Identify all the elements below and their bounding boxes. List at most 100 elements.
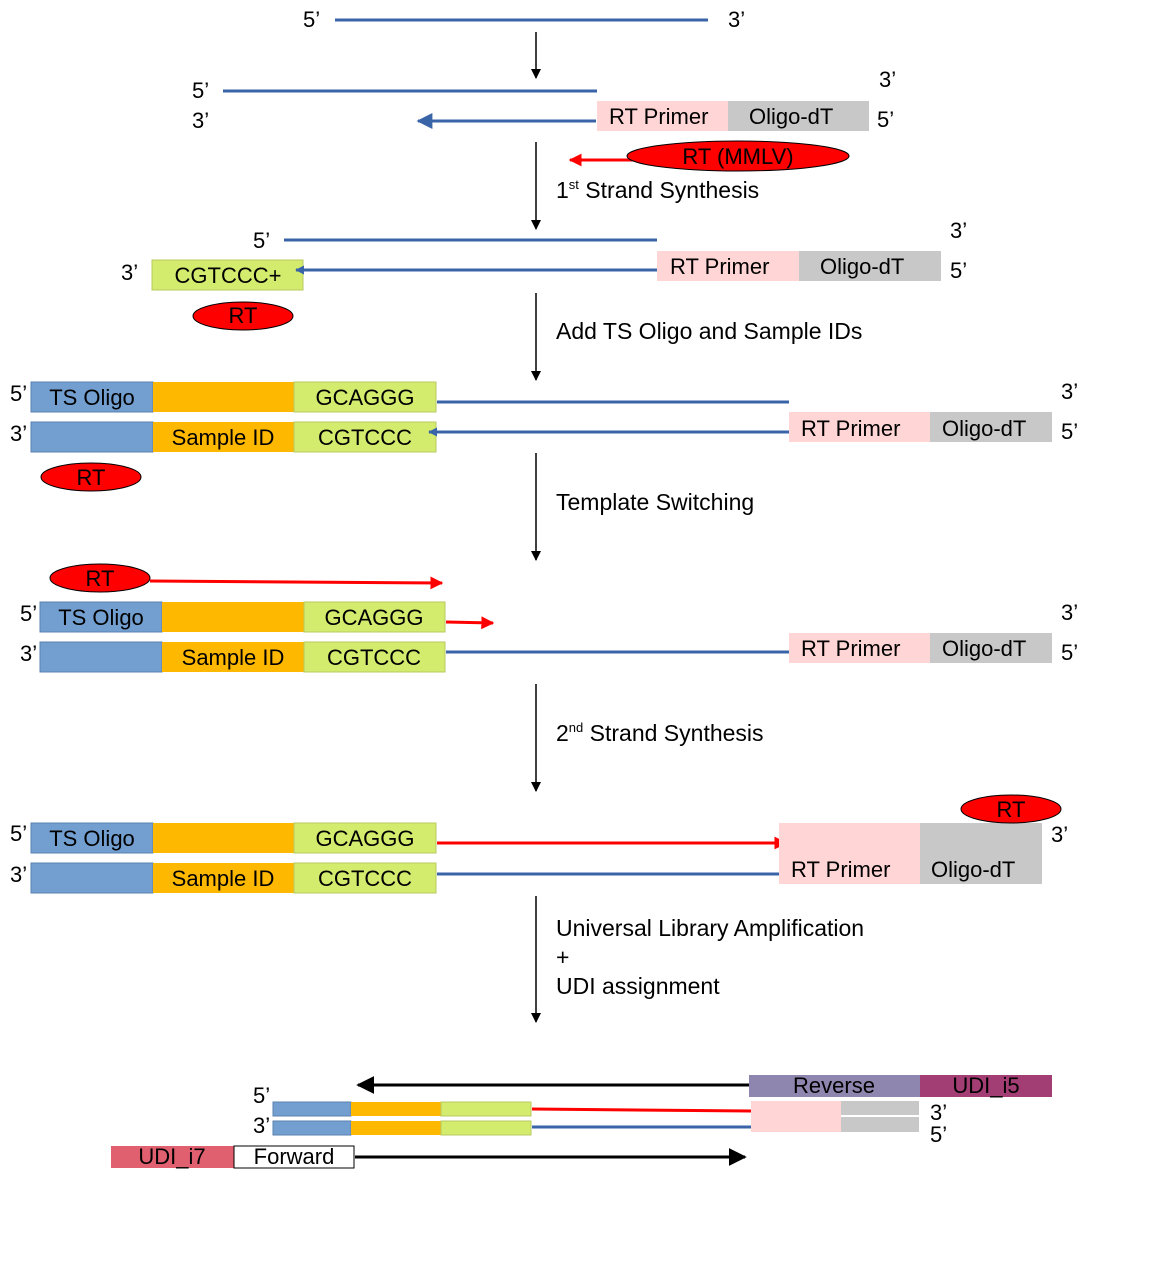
oligo-dt-block — [799, 251, 941, 281]
step-label-udi: UDI assignment — [556, 973, 720, 999]
stage-ts-oligo-annealed: 5’ 3’ TS Oligo GCAGGG Sample ID CGTCCC R… — [10, 379, 1078, 492]
ts-oligo-label: TS Oligo — [58, 605, 144, 630]
udi-i5-label: UDI_i5 — [952, 1073, 1019, 1098]
step-label-first-strand: 1st Strand Synthesis — [556, 177, 759, 203]
rt-primer-label: RT Primer — [791, 857, 890, 882]
ts-complement-block — [39, 641, 163, 673]
forward-label: Forward — [254, 1144, 335, 1169]
cgtccc-overhang-block — [151, 259, 304, 291]
rt-switch-arrow — [149, 576, 444, 590]
oligo-dt-label: Oligo-dT — [942, 636, 1026, 661]
step-label-template-switching: Template Switching — [556, 489, 754, 515]
three-prime-label: 3’ — [121, 260, 138, 285]
rt-primer-block — [779, 823, 920, 884]
rt-enzyme — [49, 563, 151, 593]
gcaggg-block-small — [440, 1101, 532, 1117]
second-strand — [531, 1107, 752, 1113]
rt-label: RT — [997, 797, 1026, 822]
rt-primer-block — [789, 633, 930, 663]
ts-oligo-block-small — [272, 1101, 352, 1117]
sample-id-block-small — [351, 1121, 441, 1135]
rt-primer-label: RT Primer — [670, 254, 769, 279]
ts-oligo-label: TS Oligo — [49, 826, 135, 851]
gcaggg-block — [303, 601, 446, 633]
ts-oligo-block — [30, 822, 154, 854]
sample-id-label: Sample ID — [182, 645, 285, 670]
oligo-dt-block — [930, 412, 1052, 442]
three-prime-label: 3’ — [10, 421, 27, 446]
rt-primer-label: RT Primer — [801, 636, 900, 661]
three-prime-label: 3’ — [10, 862, 27, 887]
three-prime-label: 3’ — [192, 108, 209, 133]
rt-primer-block — [657, 251, 799, 281]
gcaggg-label: GCAGGG — [315, 385, 414, 410]
stage-mrna: 5’ 3’ — [303, 7, 745, 32]
rt-mmlv-label: RT (MMLV) — [682, 144, 793, 169]
three-prime-label: 3’ — [1061, 379, 1078, 404]
rt-label: RT — [77, 465, 106, 490]
stage-second-strand: 5’ 3’ TS Oligo GCAGGG Sample ID CGTCCC R… — [10, 794, 1068, 894]
rt-enzyme — [40, 462, 142, 492]
rt-enzyme — [960, 794, 1062, 824]
cgtccc-block — [293, 421, 437, 453]
ts-complement-block — [30, 421, 154, 453]
forward-block — [233, 1145, 355, 1169]
cgtccc-block — [303, 641, 446, 673]
rt-primer-label: RT Primer — [801, 416, 900, 441]
step-label-amplification: Universal Library Amplification — [556, 915, 864, 941]
cgtccc-label: CGTCCC — [327, 645, 421, 670]
udi-i7-block — [111, 1146, 234, 1168]
five-prime-label: 5’ — [253, 1083, 270, 1108]
reverse-block — [749, 1075, 920, 1097]
five-prime-label: 5’ — [950, 258, 967, 283]
five-prime-label: 5’ — [1061, 419, 1078, 444]
three-prime-label: 3’ — [1051, 822, 1068, 847]
sample-id-block — [153, 422, 294, 452]
rt-mmlv-enzyme — [626, 140, 850, 172]
udi-i7-label: UDI_i7 — [138, 1144, 205, 1169]
ts-complement-block — [30, 862, 154, 894]
rt-primer-block — [597, 101, 728, 131]
five-prime-label: 5’ — [1061, 640, 1078, 665]
three-prime-label: 3’ — [879, 67, 896, 92]
three-prime-label: 3’ — [728, 7, 745, 32]
rt-primer-block — [789, 412, 930, 442]
ts-complement-block-small — [272, 1120, 352, 1136]
three-prime-label: 3’ — [20, 641, 37, 666]
cgtccc-label: CGTCCC — [318, 866, 412, 891]
three-prime-label: 3’ — [950, 218, 967, 243]
three-prime-label: 3’ — [1061, 600, 1078, 625]
rt-primer-block-small — [751, 1101, 841, 1132]
oligo-dt-block — [728, 101, 869, 131]
oligo-dt-label: Oligo-dT — [942, 416, 1026, 441]
stage-first-strand: 5’ 3’ CGTCCC+ RT Primer Oligo-dT 3’ 5’ R… — [121, 218, 967, 331]
stage-primer-annealing: 5’ 3’ RT Primer Oligo-dT 3’ 5’ RT (MMLV) — [192, 67, 896, 172]
ts-oligo-block — [39, 601, 163, 633]
five-prime-label: 5’ — [877, 107, 894, 132]
cgtccc-block — [293, 862, 437, 894]
gcaggg-label: GCAGGG — [324, 605, 423, 630]
five-prime-label: 5’ — [192, 78, 209, 103]
gcaggg-block — [293, 822, 437, 854]
rt-primer-label: RT Primer — [609, 104, 708, 129]
three-prime-label: 3’ — [253, 1113, 270, 1138]
rt-enzyme — [192, 301, 294, 331]
cgtccc-overhang-label: CGTCCC+ — [175, 263, 282, 288]
cgtccc-label: CGTCCC — [318, 425, 412, 450]
rt-label: RT — [229, 303, 258, 328]
ts-oligo-label: TS Oligo — [49, 385, 135, 410]
five-prime-label: 5’ — [10, 381, 27, 406]
sample-id-block — [162, 642, 304, 672]
sample-id-label: Sample ID — [172, 866, 275, 891]
five-prime-label: 5’ — [303, 7, 320, 32]
sample-id-spacer-block — [153, 823, 294, 853]
oligo-dt-label: Oligo-dT — [749, 104, 833, 129]
oligo-dt-label: Oligo-dT — [931, 857, 1015, 882]
rt-label: RT — [86, 566, 115, 591]
step-label-plus: + — [556, 944, 569, 970]
step-label-second-strand: 2nd Strand Synthesis — [556, 720, 764, 746]
cgtccc-block-small — [440, 1120, 532, 1136]
five-prime-label: 5’ — [930, 1122, 947, 1147]
five-prime-label: 5’ — [10, 821, 27, 846]
